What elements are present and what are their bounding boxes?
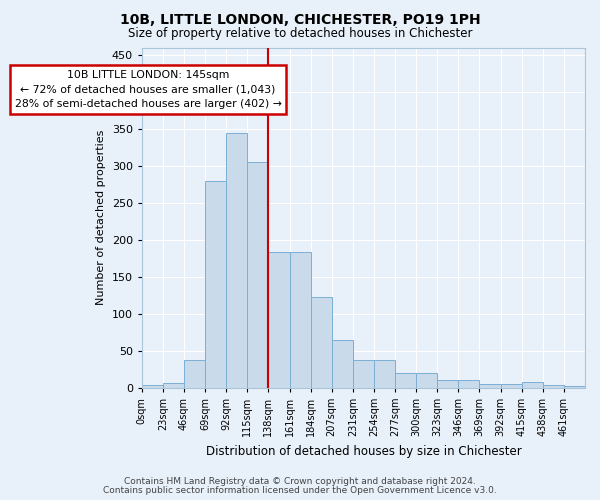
Text: 10B, LITTLE LONDON, CHICHESTER, PO19 1PH: 10B, LITTLE LONDON, CHICHESTER, PO19 1PH [119, 12, 481, 26]
Bar [353, 360, 374, 388]
Text: Contains public sector information licensed under the Open Government Licence v3: Contains public sector information licen… [103, 486, 497, 495]
Bar [163, 383, 184, 388]
Text: Contains HM Land Registry data © Crown copyright and database right 2024.: Contains HM Land Registry data © Crown c… [124, 477, 476, 486]
Bar [458, 380, 479, 388]
Bar [374, 360, 395, 388]
Bar [290, 252, 311, 388]
Text: Size of property relative to detached houses in Chichester: Size of property relative to detached ho… [128, 28, 472, 40]
Text: 10B LITTLE LONDON: 145sqm
← 72% of detached houses are smaller (1,043)
28% of se: 10B LITTLE LONDON: 145sqm ← 72% of detac… [14, 70, 281, 110]
Bar [521, 382, 543, 388]
Bar [268, 252, 290, 388]
X-axis label: Distribution of detached houses by size in Chichester: Distribution of detached houses by size … [206, 444, 521, 458]
Bar [184, 360, 205, 388]
Bar [500, 384, 521, 388]
Bar [416, 373, 437, 388]
Bar [479, 384, 500, 388]
Bar [142, 386, 163, 388]
Bar [226, 132, 247, 388]
Bar [205, 180, 226, 388]
Bar [395, 373, 416, 388]
Bar [332, 340, 353, 388]
Bar [437, 380, 458, 388]
Bar [543, 386, 564, 388]
Bar [564, 386, 585, 388]
Bar [247, 162, 268, 388]
Bar [311, 298, 332, 388]
Y-axis label: Number of detached properties: Number of detached properties [96, 130, 106, 306]
